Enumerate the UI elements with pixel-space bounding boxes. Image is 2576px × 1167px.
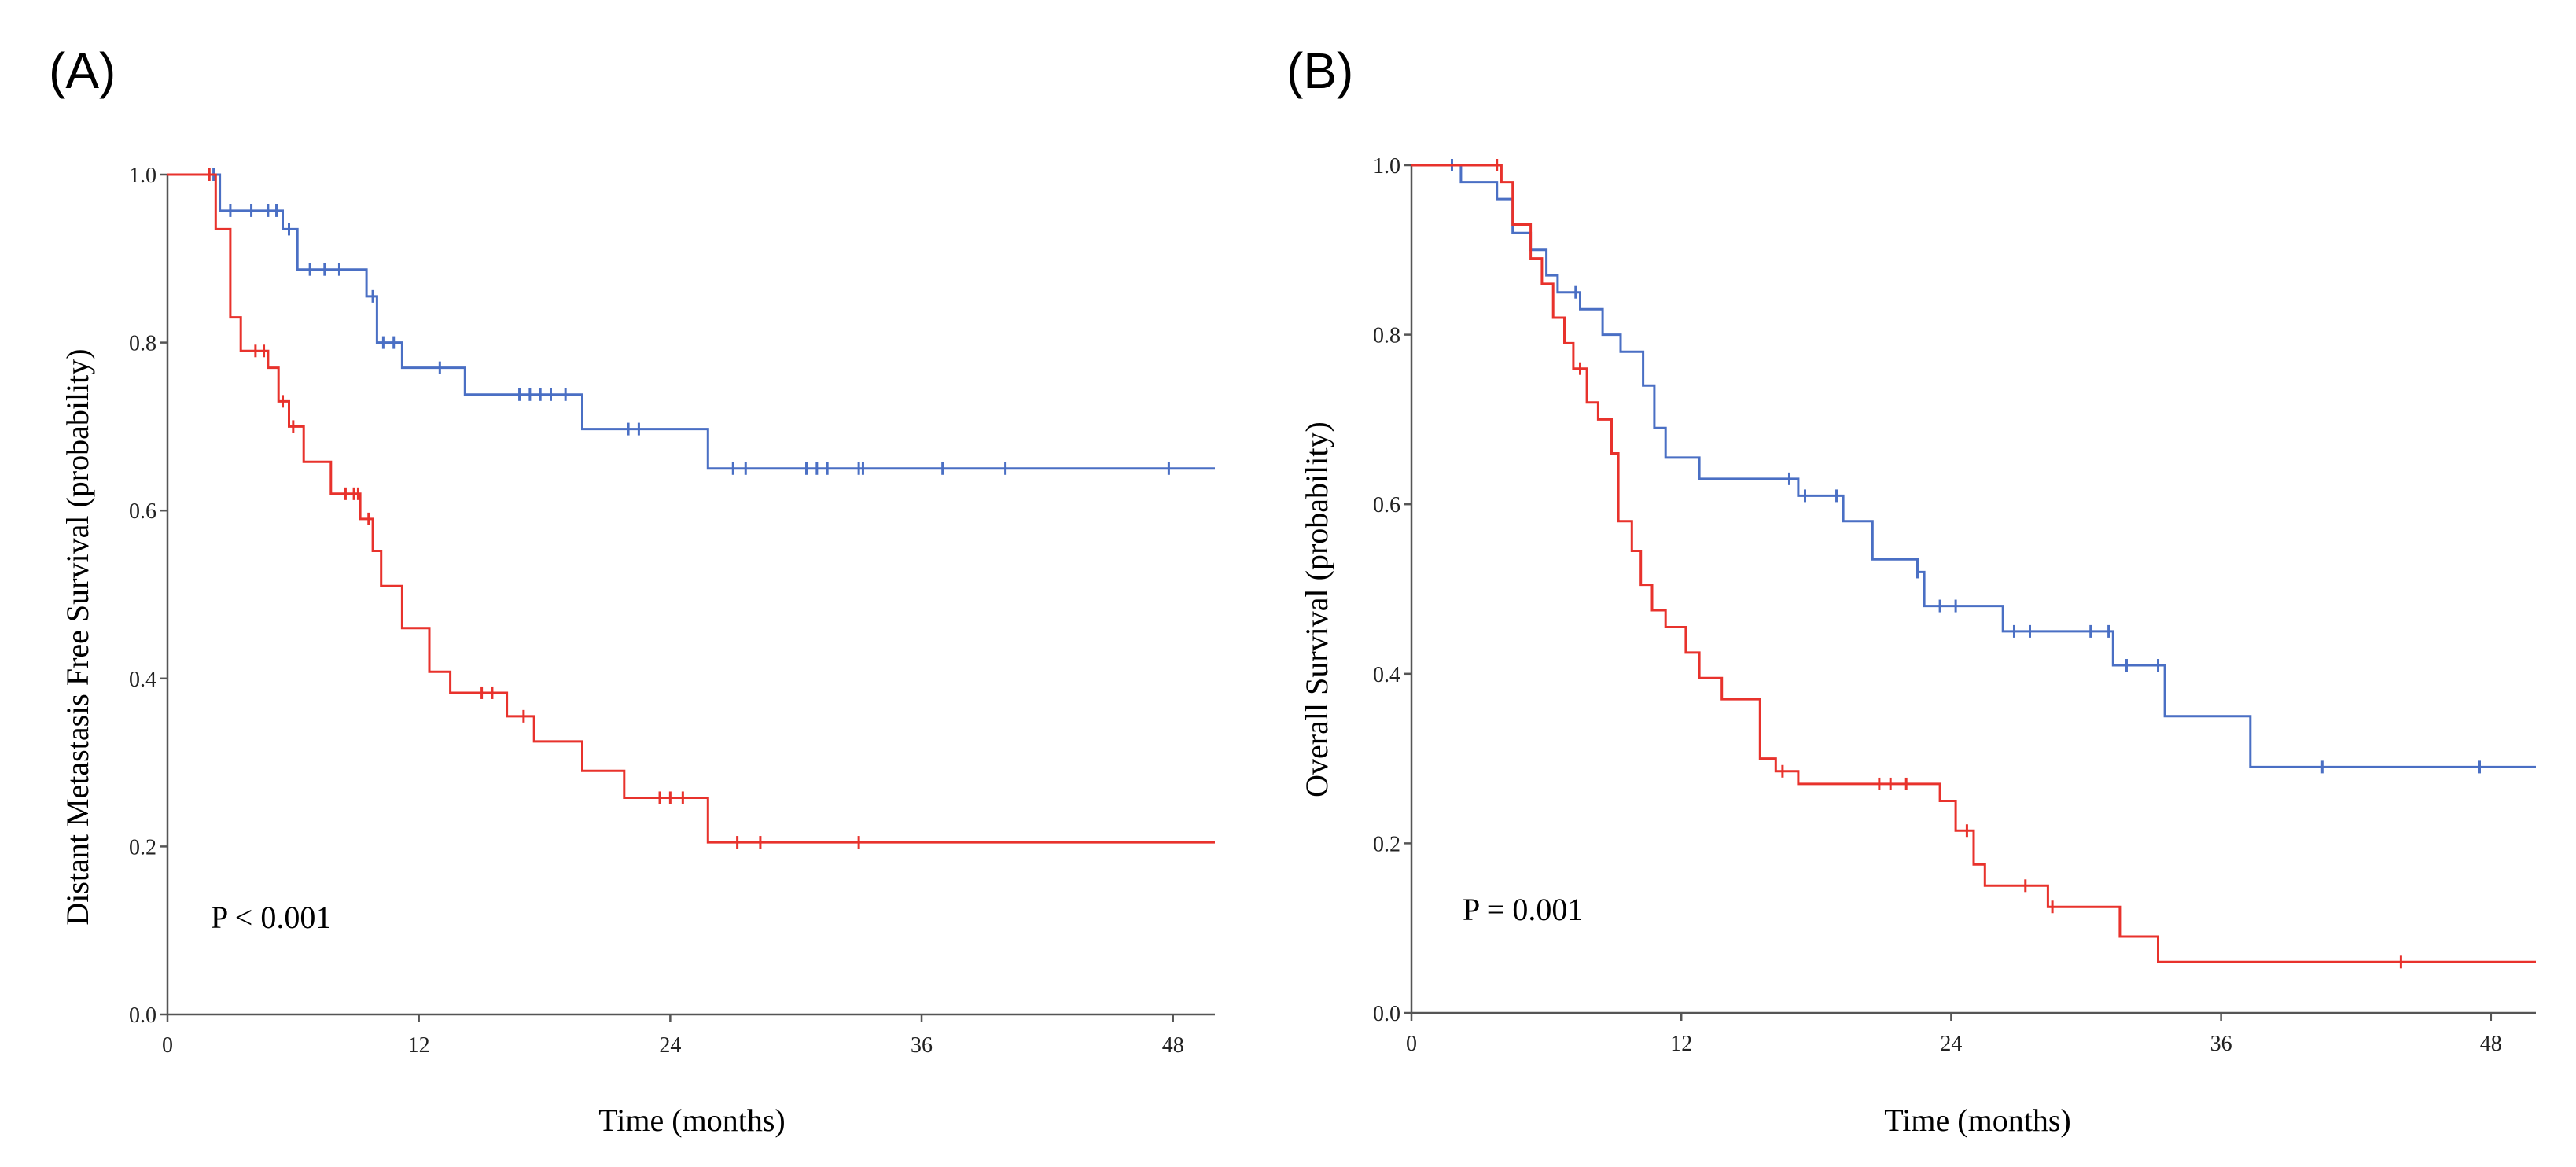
panel-a-ytick-label: 1.0 [129, 164, 156, 188]
panel-a-xtick-label: 36 [911, 1033, 933, 1058]
panel-b-xlabel: Time (months) [1884, 1103, 2070, 1138]
panel-b-xtick-label: 48 [2480, 1032, 2502, 1056]
panel-b-ytick-label: 0.2 [1373, 832, 1400, 856]
panel-b-ylabel: Overall Survival (probability) [1299, 422, 1334, 797]
panel-a-ylabel: Distant Metastasis Free Survival (probab… [60, 348, 95, 925]
panel-a-plot-area [167, 168, 1215, 849]
panel-b-ytick-label: 0.6 [1373, 493, 1400, 517]
panel-a-xtick-label: 12 [408, 1033, 430, 1058]
panel-a-ytick-label: 0.6 [129, 499, 156, 524]
panel-a-p-value: P < 0.001 [211, 900, 331, 935]
panel-a-xlabel: Time (months) [598, 1103, 785, 1138]
panel-a-ytick-label: 0.8 [129, 332, 156, 356]
panel-b-xtick-label: 24 [1940, 1032, 1962, 1056]
panel-b-ticks: 0.0 0.2 0.4 0.6 0.8 1.0 0 12 24 36 48 [1373, 154, 2502, 1056]
panel-a: (A) Distant Metastasis Free Survival (pr… [49, 42, 1215, 1138]
panel-b-red-survival-curve [1411, 164, 2536, 963]
panel-a-ticks: 0.0 0.2 0.4 0.6 0.8 1.0 0 12 24 36 48 [129, 164, 1184, 1058]
panel-b: (B) Overall Survival (probability) Time … [1286, 42, 2536, 1138]
panel-b-xtick-label: 36 [2210, 1032, 2232, 1056]
panel-b-p-value: P = 0.001 [1463, 892, 1583, 927]
panel-b-ytick-label: 0.4 [1373, 663, 1400, 687]
panel-b-xtick-label: 0 [1406, 1032, 1417, 1056]
panel-b-label: (B) [1286, 42, 1353, 99]
panel-a-xtick-label: 48 [1162, 1033, 1184, 1058]
panel-a-label: (A) [49, 42, 116, 99]
panel-b-ytick-label: 0.8 [1373, 324, 1400, 348]
panel-b-blue-survival-curve [1411, 164, 2536, 768]
panel-a-ytick-label: 0.0 [129, 1003, 156, 1028]
panel-b-xtick-label: 12 [1670, 1032, 1692, 1056]
panel-a-blue-survival-curve [167, 173, 1215, 470]
panel-b-ytick-label: 0.0 [1373, 1002, 1400, 1026]
panel-a-xtick-label: 0 [162, 1033, 173, 1058]
panel-b-plot-area [1411, 159, 2536, 969]
panel-a-xtick-label: 24 [659, 1033, 681, 1058]
panel-a-ytick-label: 0.4 [129, 668, 156, 692]
panel-b-ytick-label: 1.0 [1373, 154, 1400, 179]
panel-a-ytick-label: 0.2 [129, 835, 156, 860]
